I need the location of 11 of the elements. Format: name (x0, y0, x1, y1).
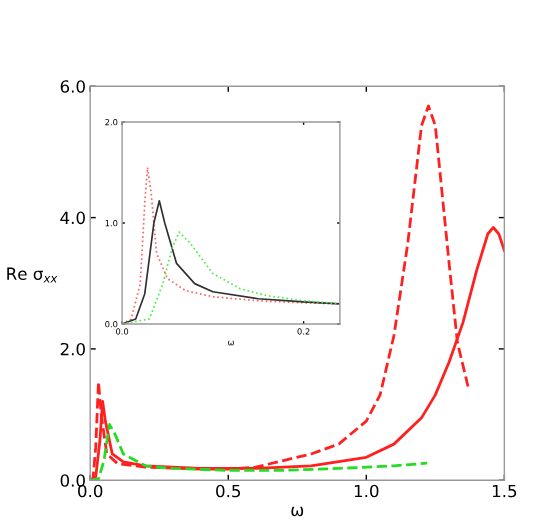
x-tick-label: 1.5 (492, 484, 517, 498)
line-series (90, 423, 429, 481)
x-axis-title: ω (291, 506, 304, 517)
x-tick-label: 1.0 (354, 484, 379, 498)
y-axis-title: Re σ$_{xx}$ (7, 267, 58, 283)
y-tick-label: 4.0 (60, 211, 85, 225)
y-tick-label: 0.0 (60, 474, 85, 487)
x-tick-label: 0.0 (78, 484, 103, 498)
y-tick-label: 6.0 (60, 80, 85, 93)
y-tick-label: 2.0 (60, 342, 85, 356)
x-tick-label: 0.5 (216, 484, 241, 498)
